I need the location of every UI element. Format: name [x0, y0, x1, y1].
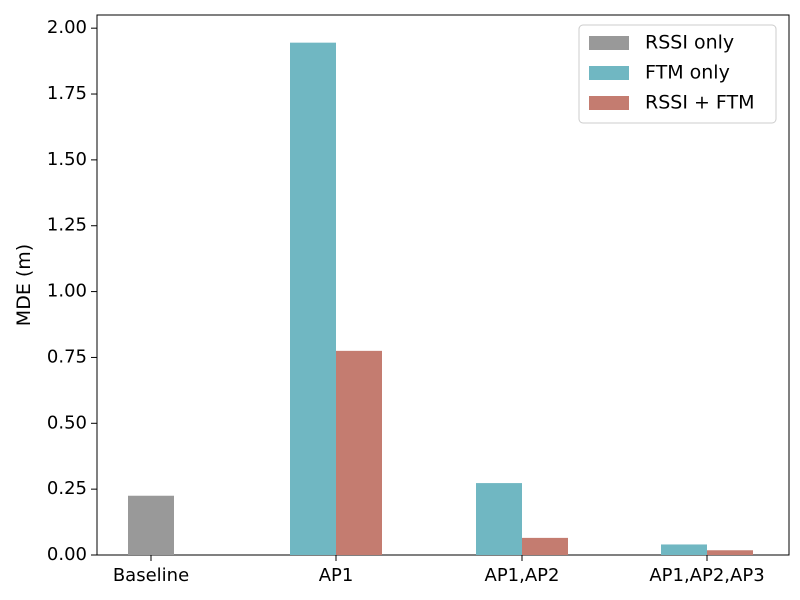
legend-swatch [589, 96, 629, 110]
y-tick-label: 0.00 [47, 544, 87, 565]
y-axis-label: MDE (m) [13, 244, 35, 326]
bar-ftm-only-ap1-ap2-ap3 [661, 544, 707, 555]
y-axis: 0.00 0.25 0.50 0.75 1.00 1.25 1.50 1.75 2.00 [47, 17, 97, 565]
bar-rssi-ftm-ap1 [336, 350, 382, 555]
x-tick-label: Baseline [113, 565, 189, 586]
legend-swatch [589, 36, 629, 50]
bar-rssi-only-baseline [128, 495, 174, 555]
bar-rssi-ftm-ap1-ap2-ap3 [707, 550, 753, 555]
y-tick-label: 1.75 [47, 83, 87, 104]
plot-area [96, 14, 790, 556]
x-tick-label: AP1,AP2,AP3 [649, 565, 764, 586]
y-tick-label: 2.00 [47, 17, 87, 38]
legend-label: RSSI only [645, 32, 734, 54]
bars-group [128, 42, 753, 556]
x-tick-label: AP1,AP2 [485, 565, 560, 586]
y-tick-label: 1.50 [47, 149, 87, 170]
bar-ftm-only-ap1 [290, 42, 336, 556]
y-tick-label: 1.00 [47, 281, 87, 302]
legend: RSSI only FTM only RSSI + FTM [578, 24, 777, 124]
bar-rssi-ftm-ap1-ap2 [522, 537, 568, 555]
y-tick-label: 0.50 [47, 412, 87, 433]
legend-label: FTM only [645, 62, 730, 84]
y-tick-label: 0.75 [47, 346, 87, 367]
y-tick-label: 0.25 [47, 478, 87, 499]
legend-swatch [589, 66, 629, 80]
x-tick-label: AP1 [319, 565, 354, 586]
plot-frame [96, 14, 790, 556]
legend-label: RSSI + FTM [645, 92, 755, 114]
bar-ftm-only-ap1-ap2 [476, 483, 522, 555]
y-tick-label: 1.25 [47, 215, 87, 236]
x-axis: Baseline AP1 AP1,AP2 AP1,AP2,AP3 [113, 555, 765, 586]
